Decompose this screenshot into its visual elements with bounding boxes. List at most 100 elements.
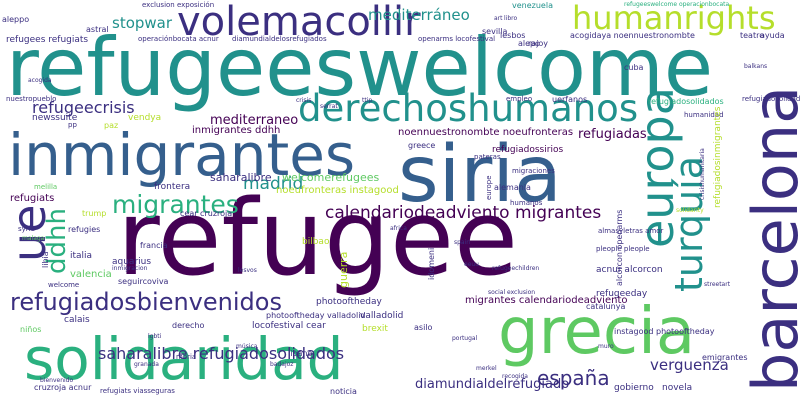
word-valencia: valencia: [70, 269, 112, 280]
word-cuba: cuba: [624, 63, 644, 72]
word-noeufronteras: noeufronteras instagood: [276, 185, 399, 196]
word-humanos: humanos: [510, 199, 543, 207]
word-cear-cruzroja: cear cruzroja: [180, 209, 233, 218]
word-refugiadossirios: refugiadossirios: [492, 145, 564, 155]
word-malaga: malaga: [22, 235, 45, 242]
word-frontera: frontera: [154, 182, 191, 192]
word-acogida: acogida: [28, 77, 52, 84]
word-refugees-refugiats: refugees refugiats: [6, 35, 89, 45]
word-alemania: alemania: [494, 183, 531, 192]
word-art: art: [494, 15, 503, 22]
word-recogida: recogida: [502, 373, 528, 380]
word-derecho: derecho: [172, 321, 205, 330]
word-pleople: pleople pleople: [596, 245, 650, 253]
word-libano: libano: [288, 349, 313, 358]
word-saharalibre: saharalibre: [210, 171, 272, 184]
word-bienvenido: bienvenido: [40, 377, 74, 384]
word-solidaridad: solidaridad: [24, 325, 344, 393]
word-aleppo: aleppo: [2, 15, 30, 24]
word-pp: pp: [68, 121, 77, 129]
word-merkel: merkel: [476, 365, 497, 372]
word-acnur-alcorcon: acnur alcorcon: [596, 265, 663, 275]
word-bilbao: bilbao: [302, 237, 330, 247]
word-inmigracion: inmigracion: [112, 265, 148, 272]
word-muro: muro: [598, 343, 614, 350]
word-migrantes: migrantes: [112, 190, 239, 219]
word-spain: spain: [454, 239, 471, 246]
word-idomeni: idomeni: [427, 247, 436, 280]
word-diamundial-big: diamundialdelrefugiado: [415, 377, 570, 392]
word-siria: siria: [398, 130, 562, 220]
word-sevilla: sevilla: [482, 27, 508, 36]
word-vendya: vendya: [128, 113, 162, 123]
word-emigrantes: emigrantes: [702, 353, 748, 362]
word-almasyletras: almasyletras amor: [598, 227, 664, 235]
word-venezuela: venezuela: [512, 1, 553, 10]
word-streetart: streetart: [704, 281, 731, 288]
word-ayuda: ayuda: [760, 31, 785, 40]
word-openarms: openarms locofestival: [418, 35, 496, 43]
word-welcome: welcome: [48, 281, 80, 289]
word-catalunya: catalunya: [586, 302, 626, 311]
word-volemacollir: volemacollir: [177, 0, 421, 45]
word-africa: africa: [390, 225, 407, 232]
word-novela: novela: [662, 383, 693, 393]
word-noticia: noticia: [330, 387, 357, 396]
word-teatro: teatro: [740, 31, 765, 40]
word-nuestropueblo: nuestropueblo: [6, 95, 57, 103]
word-madrid: madrid: [243, 174, 304, 194]
word-refugeecrisis: refugeecrisis: [32, 98, 135, 117]
word-francia: francia: [140, 241, 168, 250]
word-mediterraneo2: mediterraneo: [210, 113, 299, 128]
word-valladolid: valladolid: [360, 311, 404, 321]
word-refugee: refugee: [117, 177, 518, 299]
word-lgbti: lgbti: [148, 333, 162, 340]
word-humanidad: humanidad: [684, 111, 724, 119]
word-inmigrantes-ddhh: inmigrantes ddhh: [192, 125, 281, 136]
word-saharalibre-big: saharalibre refugiadosolidados: [98, 344, 345, 363]
word-aquarius: aquarius: [112, 257, 152, 267]
word-diamundial-small: diamundialdelosrefugiados: [232, 35, 327, 43]
word-alepo: alepo: [518, 39, 541, 48]
word-grecia: grecia: [498, 295, 696, 369]
word-refugeeswelcome-small: refugeeswelcome operacionbocata: [624, 1, 730, 8]
word-refugiadosolidados: refugiadosolidados: [648, 97, 724, 106]
word-newssuite: newssuite: [32, 113, 78, 123]
word-ttip: ttip: [362, 97, 373, 104]
word-greece: greece: [408, 141, 436, 150]
word-espana: españa: [537, 366, 610, 390]
word-cruzroja-acnur: cruzroja acnur: [34, 383, 92, 392]
word-instagood-photo: instagood photooftheday: [614, 327, 715, 336]
word-calais: calais: [64, 315, 90, 325]
word-lesvos: lesvos: [238, 267, 257, 274]
word-operacion: operaciónbocata acnur: [138, 35, 219, 43]
word-refugiats-vias: refugiats viasseguras: [100, 387, 175, 395]
word-refugeeswelcome: refugeeswelcome: [6, 21, 714, 114]
word-calendarioadviento: calendariodeadviento migrantes: [325, 203, 602, 223]
word-refugeeday: refugeeday: [596, 289, 648, 299]
word-melilla: melilla: [34, 183, 58, 191]
word-welcomerefugees: welcomerefugees: [282, 171, 380, 184]
word-noennuestronombte: noennuestronombte noeufronteras: [398, 127, 574, 138]
word-eeuu: eeuu: [464, 261, 479, 268]
word-serrat: serrat: [320, 103, 338, 110]
word-crisis: crisis: [296, 97, 312, 104]
word-refugiats: refugiats: [10, 193, 55, 204]
word-libia: libia: [41, 251, 50, 268]
word-solidarity: solidarity: [676, 207, 704, 214]
word-europe: europe: [485, 175, 493, 201]
word-balkans: balkans: [744, 63, 768, 70]
word-lesbos: lesbos: [500, 31, 526, 40]
word-italia: italia: [70, 251, 93, 261]
word-pateras: pateras: [474, 153, 501, 161]
word-photooftheday: photooftheday: [316, 297, 382, 307]
word-moria: moria: [176, 353, 197, 361]
word-uerfanos: uerfanos: [552, 95, 588, 104]
word-ninos: niños: [20, 325, 42, 334]
word-stopwar: stopwar: [112, 14, 173, 32]
word-derechoshumanos: derechoshumanos: [298, 87, 639, 130]
word-acogidaya: acogidaya noennuestronombte: [570, 31, 695, 40]
word-migrantes-cal: migrantes calendariodeadviento: [465, 295, 628, 306]
word-portugal: portugal: [452, 335, 478, 342]
word-trump: trump: [82, 209, 107, 218]
